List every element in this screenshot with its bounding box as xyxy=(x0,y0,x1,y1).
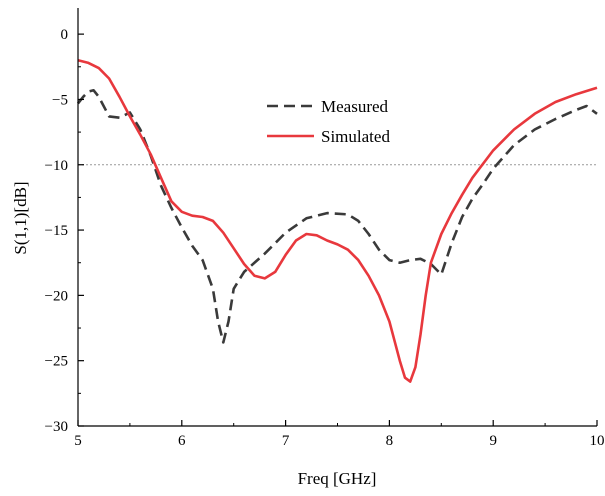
series-layer xyxy=(76,59,598,383)
x-tick-label: 7 xyxy=(282,433,290,449)
y-tick-label: −15 xyxy=(45,223,68,239)
y-tick-label: −5 xyxy=(52,92,68,108)
x-axis-title: Freq [GHz] xyxy=(298,469,377,488)
x-tick-label: 9 xyxy=(489,433,497,449)
y-tick-label: −10 xyxy=(45,158,68,174)
y-tick-label: −30 xyxy=(45,419,68,435)
legend-label-simulated: Simulated xyxy=(321,127,390,146)
x-tick-label: 5 xyxy=(74,433,82,449)
legend: Measured Simulated xyxy=(267,97,390,146)
y-tick-label: −20 xyxy=(45,288,68,304)
legend-label-measured: Measured xyxy=(321,97,389,116)
y-tick-label: 0 xyxy=(61,27,69,43)
series-line-simulated xyxy=(77,59,598,383)
axes-layer: 5 6 7 8 9 10 0 −5 −10 −15 −20 −25 −30 xyxy=(45,8,605,449)
y-axis-title: S(1,1)[dB] xyxy=(11,181,30,254)
x-tick-label: 8 xyxy=(386,433,394,449)
x-tick-label: 10 xyxy=(590,433,605,449)
x-tick-label: 6 xyxy=(178,433,186,449)
series-line-measured xyxy=(76,89,598,344)
y-tick-label: −25 xyxy=(45,354,68,370)
